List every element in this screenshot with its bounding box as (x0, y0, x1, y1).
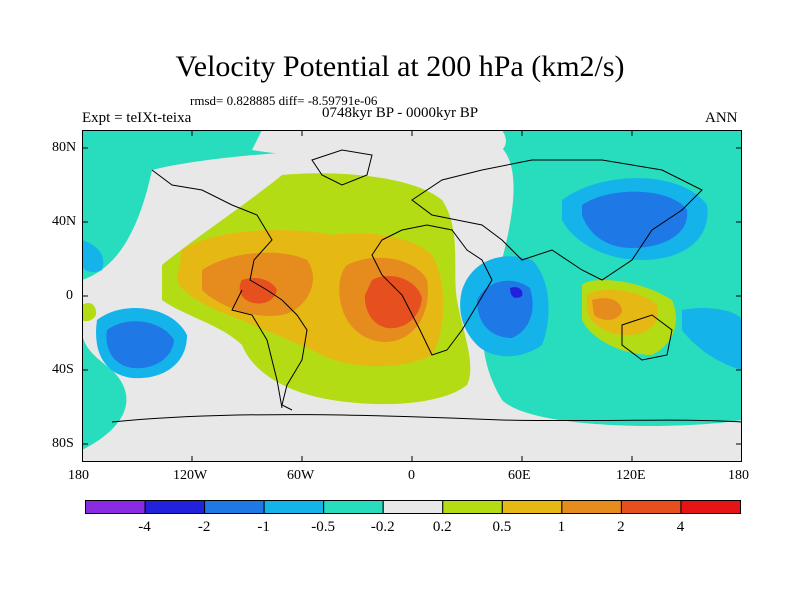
lat-label-80s: 80S (52, 436, 74, 451)
positive-region-dateline (82, 303, 97, 322)
colorbar-label: 0.2 (432, 519, 452, 535)
coastline-americas-west (231, 289, 283, 409)
stats-label: rmsd= 0.828885 diff= -8.59791e-06 (190, 93, 378, 108)
coastline-antarctica (111, 414, 742, 423)
coastline-eurasia (411, 159, 703, 281)
positive-region-4-east (364, 276, 422, 329)
colorbar-label: 4 (676, 519, 685, 535)
colorbar-label: -0.5 (311, 519, 336, 535)
colorbar-box (85, 500, 146, 514)
experiment-label: Expt = teIXt-teixa (82, 110, 192, 126)
season-label: ANN (705, 110, 738, 126)
colorbar-box (501, 500, 563, 514)
colorbar-label: -0.2 (370, 519, 395, 535)
lon-label-120w: 120W (173, 468, 208, 483)
lon-label-0: 0 (408, 468, 415, 483)
neutral-region-north (252, 130, 506, 160)
lat-ticks (82, 147, 742, 445)
colorbar-label: -4 (138, 519, 151, 535)
coastline-australia (621, 314, 673, 361)
colorbar-box (680, 500, 741, 514)
lon-label-180-east: 180 (728, 468, 749, 483)
negative-region-south-pacific-core (106, 321, 174, 369)
colorbar-label: 2 (617, 519, 625, 535)
lon-ticks (191, 130, 633, 462)
colorbar-label: -1 (257, 519, 270, 535)
negative-region-west-edge (82, 240, 104, 273)
coastline-greenland (311, 149, 373, 186)
lat-label-40n: 40N (52, 214, 77, 229)
colorbar-box (204, 500, 265, 514)
coastline-americas-east (151, 169, 308, 411)
lon-label-120e: 120E (616, 468, 646, 483)
positive-region-2-maritime (592, 298, 622, 320)
negative-region-pacific-core (582, 191, 688, 248)
colorbar-label: 1 (557, 519, 566, 535)
colorbar-box (382, 500, 444, 514)
colorbar-label: -2 (197, 519, 211, 535)
lon-label-60w: 60W (287, 468, 315, 483)
colorbar-box (263, 500, 325, 514)
plot-title: Velocity Potential at 200 hPa (km2/s) (175, 50, 625, 83)
colorbar-box (442, 500, 503, 514)
coastline-africa (371, 224, 493, 356)
colorbar-box (323, 500, 384, 514)
positive-region-4-west (239, 278, 277, 304)
colorbar-box (561, 500, 622, 514)
coastlines (111, 149, 742, 423)
map-panel (82, 130, 742, 462)
colorbar (85, 500, 741, 514)
lat-label-0: 0 (66, 288, 73, 303)
lat-label-40s: 40S (52, 362, 74, 377)
lon-label-60e: 60E (508, 468, 531, 483)
colorbar-box (144, 500, 206, 514)
period-label: 0748kyr BP - 0000kyr BP (322, 105, 479, 121)
colorbar-box (620, 500, 682, 514)
lon-label-180-west: 180 (68, 468, 89, 483)
contour-field (82, 130, 742, 462)
lat-label-80n: 80N (52, 140, 77, 155)
negative-region-east-pacific (682, 308, 742, 370)
colorbar-label: 0.5 (492, 519, 512, 535)
negative-region-indian-min (510, 287, 523, 298)
